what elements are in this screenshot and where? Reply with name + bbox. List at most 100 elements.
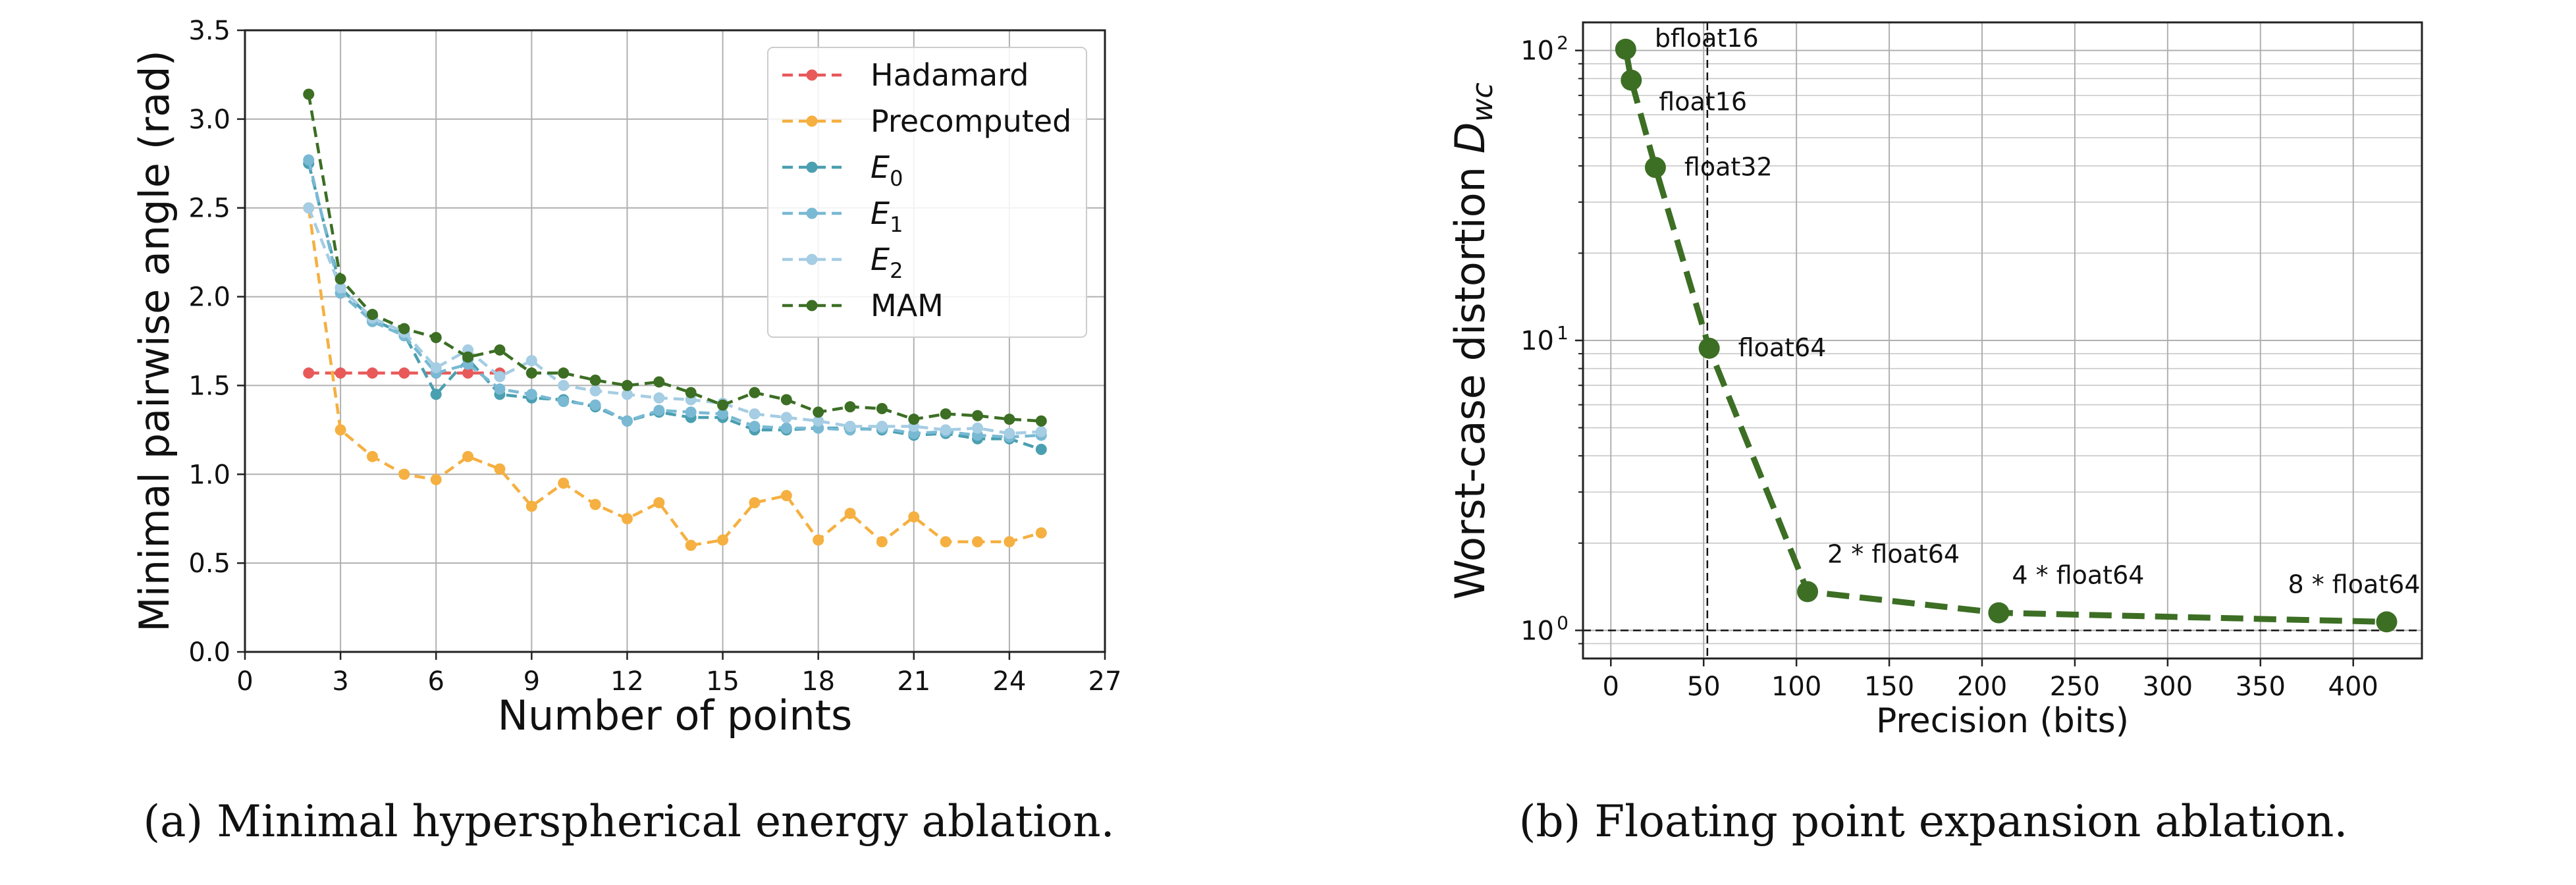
a-point-mam: [653, 376, 665, 388]
b-x-tick-label: 0: [1603, 672, 1619, 702]
a-point-e-1: [589, 399, 601, 411]
a-y-tick-label: 3.0: [188, 105, 230, 135]
a-point-hadamard: [303, 367, 315, 379]
a-y-tick-label: 2.0: [188, 282, 230, 313]
b-y-axis-label-space: [1446, 153, 1494, 167]
a-point-mam: [398, 323, 410, 335]
a-point-hadamard: [398, 367, 410, 379]
b-point: [1988, 602, 2010, 624]
a-point-e-2: [303, 202, 315, 214]
a-legend-label: E2: [871, 242, 903, 283]
a-point-mam: [717, 399, 729, 411]
a-point-e-1: [749, 420, 761, 432]
b-y-axis-label-symbol: D: [1446, 122, 1494, 154]
a-point-precomputed: [558, 477, 570, 489]
a-legend-label-main: Hadamard: [871, 57, 1029, 93]
a-legend-box: [767, 47, 1087, 338]
b-x-tick-label: 400: [2328, 672, 2378, 702]
a-legend-marker: [806, 300, 818, 311]
a-point-mam: [525, 367, 537, 379]
a-x-axis-label: Number of points: [498, 691, 853, 739]
a-caption: (a) Minimal hyperspherical energy ablati…: [143, 796, 1114, 847]
b-y-tick-label: 10 1: [1520, 322, 1569, 356]
b-x-tick-label: 50: [1687, 672, 1721, 702]
b-x-tick-label: 300: [2143, 672, 2193, 702]
a-legend-label: MAM: [871, 288, 944, 323]
b-point-label: float64: [1738, 333, 1827, 362]
b-caption: (b) Floating point expansion ablation.: [1519, 796, 2348, 847]
b-y-tick-base: 10: [1520, 326, 1554, 356]
b-point-label: 4 * float64: [2012, 561, 2144, 590]
a-point-e-2: [844, 420, 856, 432]
a-point-mam: [908, 414, 920, 425]
a-point-e-2: [589, 385, 601, 397]
a-legend-label: E0: [871, 149, 903, 191]
b-point-labels: bfloat16 float16 float32 float64 2 * float64…: [1655, 24, 2421, 599]
a-y-tick-label: 1.5: [188, 371, 230, 401]
b-x-axis-label: Precision (bits): [1876, 701, 2129, 741]
a-x-tick-label: 27: [1088, 666, 1122, 697]
a-point-e-2: [653, 392, 665, 404]
b-y-tick-label: 10 2: [1520, 32, 1569, 67]
a-point-precomputed: [462, 450, 474, 462]
a-y-ticks: 0.0 0.5 1.0 1.5 2.0 2.5 3.0 3.5: [188, 16, 245, 668]
a-point-mam: [1035, 415, 1047, 427]
a-y-tick-label: 0.5: [188, 549, 230, 579]
a-point-hadamard: [462, 367, 474, 379]
b-x-tick-label: 100: [1771, 672, 1821, 702]
a-y-tick-label: 2.5: [188, 194, 230, 224]
a-point-precomputed: [430, 473, 442, 485]
a-x-tick-label: 9: [523, 666, 540, 697]
a-legend-marker: [806, 254, 818, 265]
b-point: [1698, 337, 1720, 359]
a-point-e-2: [1004, 427, 1015, 439]
b-y-axis-label: Worst-case distortion Dwc: [1446, 82, 1499, 599]
b-y-tick-base: 10: [1520, 616, 1554, 646]
b-point: [1621, 69, 1642, 91]
a-series-group: [303, 88, 1047, 551]
a-legend-label: Precomputed: [871, 103, 1071, 139]
a-point-e-2: [494, 371, 506, 383]
b-x-tick-label: 150: [1864, 672, 1914, 702]
a-point-mam: [462, 351, 474, 363]
a-x-tick-label: 3: [332, 666, 348, 697]
b-y-axis-label-subscript: wc: [1466, 82, 1499, 122]
a-point-e-2: [558, 379, 570, 391]
b-point: [1797, 581, 1819, 603]
a-legend-label: Hadamard: [871, 57, 1029, 93]
b-point-label: float32: [1684, 152, 1773, 181]
a-legend-label-subscript: 0: [890, 166, 903, 191]
a-point-precomputed: [780, 490, 792, 502]
a-point-mam: [749, 387, 761, 398]
a-legend-label: E1: [871, 196, 903, 237]
a-legend-label-main: MAM: [871, 288, 944, 323]
a-point-e-1: [621, 415, 633, 427]
a-point-mam: [972, 410, 984, 421]
a-point-mam: [685, 387, 697, 398]
a-point-mam: [813, 406, 824, 418]
a-legend-label-main: E: [871, 196, 890, 231]
b-y-tick-label: 10 0: [1520, 612, 1569, 646]
a-point-mam: [303, 88, 315, 100]
a-x-tick-label: 15: [706, 666, 739, 697]
b-point: [1615, 38, 1636, 60]
b-y-tick-base: 10: [1520, 36, 1554, 67]
a-point-precomputed: [749, 496, 761, 508]
a-y-axis-label: Minimal pairwise angle (rad): [130, 50, 178, 632]
a-legend-label-main: E: [871, 149, 890, 185]
b-y-axis-label-text: Worst-case distortion: [1446, 167, 1494, 600]
b-grid: [1583, 22, 2422, 658]
a-point-e-1: [525, 389, 537, 400]
a-legend-label-main: Precomputed: [871, 103, 1071, 139]
b-y-tick-exponent: 0: [1557, 612, 1569, 633]
b-point-label: float16: [1659, 88, 1747, 117]
a-point-e-2: [621, 389, 633, 400]
a-point-e-1: [780, 422, 792, 434]
chart-a: 0 3 6 9 12 15 18 21 24 27 0.00.51.01.52.02.53.03.…: [130, 16, 1121, 847]
a-x-tick-label: 24: [992, 666, 1026, 697]
a-point-mam: [366, 309, 378, 321]
a-point-precomputed: [685, 539, 697, 551]
b-x-ticks: 0 50 100 150 200 250 300 350 400: [1603, 658, 2378, 702]
a-point-precomputed: [398, 468, 410, 480]
